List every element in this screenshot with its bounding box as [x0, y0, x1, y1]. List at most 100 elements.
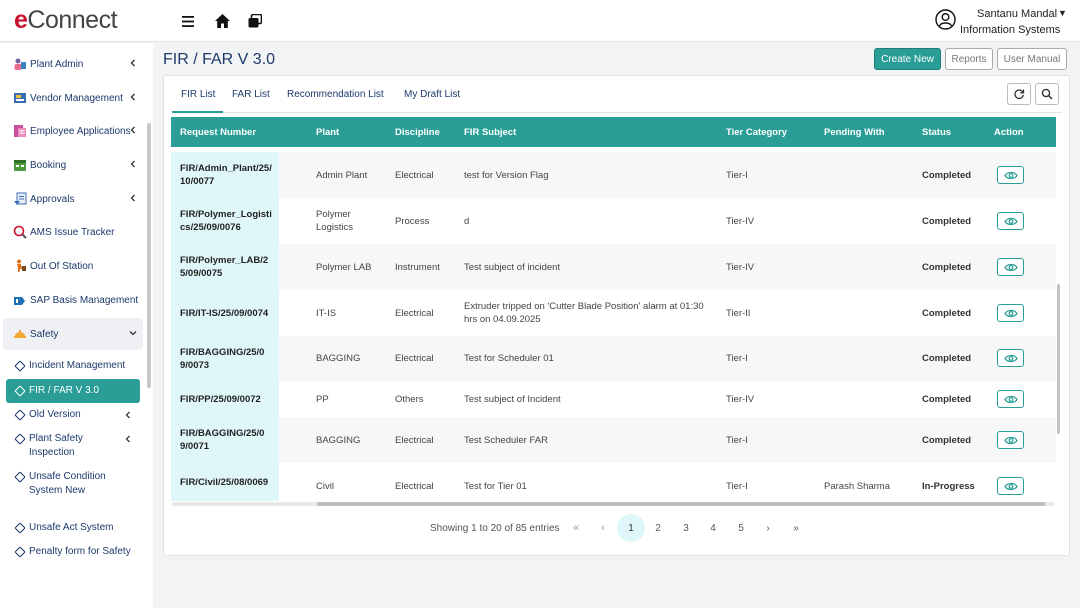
request-number-cell[interactable]: FIR/Polymer_Logistics/25/09/0076 — [171, 198, 279, 244]
column-header-request-number[interactable]: Request Number — [180, 127, 257, 138]
sidebar-sub-fir-far[interactable]: FIR / FAR V 3.0 — [6, 379, 140, 403]
table-horizontal-scrollbar[interactable] — [317, 502, 1045, 506]
tab-divider — [172, 112, 1062, 113]
request-number-cell[interactable]: FIR/Admin_Plant/25/10/0077 — [171, 152, 279, 198]
sidebar-item-sap-basis-management[interactable]: SAP Basis Management — [3, 284, 143, 316]
sidebar-sub-old-version[interactable]: Old Version — [6, 408, 140, 422]
page-1-button[interactable]: 1 — [617, 514, 645, 542]
sidebar-item-ams-issue-tracker[interactable]: AMS Issue Tracker — [3, 216, 143, 248]
subject-cell: d — [464, 215, 470, 227]
status-cell: Completed — [922, 353, 972, 364]
tier-cell: Tier-IV — [726, 393, 755, 405]
app-logo[interactable]: eConnect — [14, 6, 118, 34]
request-number-cell[interactable]: FIR/IT-IS/25/09/0074 — [171, 290, 279, 336]
chevron-left-icon — [125, 411, 130, 419]
view-button[interactable] — [997, 390, 1024, 408]
top-header: eConnect Santanu Mandal ▼ Information Sy… — [0, 0, 1080, 42]
booking-icon — [14, 160, 26, 171]
search-button[interactable] — [1035, 83, 1059, 105]
column-header-status[interactable]: Status — [922, 127, 952, 138]
request-number-cell[interactable]: FIR/BAGGING/25/09/0071 — [171, 417, 279, 463]
chevron-left-icon — [125, 435, 130, 443]
plant-cell: Civil — [316, 480, 334, 492]
column-header-action[interactable]: Action — [994, 127, 1024, 138]
pagination-info: Showing 1 to 20 of 85 entries — [430, 523, 560, 534]
previous-page-button[interactable]: ‹ — [601, 522, 605, 534]
sidebar-sub-unsafe-act[interactable]: Unsafe Act System — [6, 521, 140, 535]
discipline-cell: Instrument — [395, 261, 440, 273]
column-header-plant[interactable]: Plant — [316, 127, 340, 138]
sidebar-item-vendor-management[interactable]: Vendor Management — [3, 82, 143, 114]
tracker-icon — [13, 225, 27, 239]
diamond-bullet-icon — [14, 471, 26, 483]
sidebar: Plant Admin Vendor Management Employee A… — [0, 43, 153, 608]
tab-far-list[interactable]: FAR List — [232, 89, 270, 100]
first-page-button[interactable]: « — [572, 522, 580, 534]
view-button[interactable] — [997, 212, 1024, 230]
tab-recommendation-list[interactable]: Recommendation List — [287, 89, 384, 100]
user-name[interactable]: Santanu Mandal — [977, 8, 1058, 20]
status-cell: Completed — [922, 261, 972, 273]
sidebar-sub-unsafe-condition[interactable]: Unsafe Condition System New — [6, 470, 140, 498]
view-button[interactable] — [997, 431, 1024, 449]
sidebar-item-approvals[interactable]: Approvals — [3, 183, 143, 215]
view-button[interactable] — [997, 166, 1024, 184]
plant-cell: Polymer LAB — [316, 261, 372, 273]
view-button[interactable] — [997, 349, 1024, 367]
page-5-button[interactable]: 5 — [738, 522, 744, 534]
sidebar-sub-penalty-form[interactable]: Penalty form for Safety — [6, 545, 140, 559]
refresh-button[interactable] — [1007, 83, 1031, 105]
view-button[interactable] — [997, 258, 1024, 276]
approvals-icon — [14, 192, 27, 205]
tier-cell: Tier-II — [726, 307, 751, 319]
view-button[interactable] — [997, 304, 1024, 322]
request-number-cell[interactable]: FIR/Civil/25/08/0069 — [171, 463, 279, 501]
last-page-button[interactable]: » — [793, 522, 799, 534]
sidebar-item-out-of-station[interactable]: Out Of Station — [3, 250, 143, 282]
tab-fir-list[interactable]: FIR List — [181, 89, 216, 100]
next-page-button[interactable]: › — [766, 522, 770, 534]
column-header-fir-subject[interactable]: FIR Subject — [464, 127, 517, 138]
status-cell: Completed — [922, 434, 972, 446]
sidebar-item-employee-applications[interactable]: Employee Applications — [3, 115, 143, 147]
column-header-discipline[interactable]: Discipline — [395, 127, 440, 138]
page-2-button[interactable]: 2 — [655, 522, 661, 534]
sidebar-item-safety[interactable]: Safety — [3, 318, 143, 350]
column-header-tier-category[interactable]: Tier Category — [726, 127, 788, 138]
tab-my-draft-list[interactable]: My Draft List — [404, 89, 461, 100]
hamburger-menu-icon[interactable] — [178, 11, 198, 31]
request-number-cell[interactable]: FIR/BAGGING/25/09/0073 — [171, 336, 279, 381]
eye-icon — [1003, 436, 1018, 444]
home-icon[interactable] — [212, 11, 232, 31]
reports-button[interactable]: Reports — [945, 48, 993, 70]
table-row: FIR/BAGGING/25/09/0071 BAGGING Electrica… — [171, 417, 1056, 463]
sidebar-sub-plant-safety-inspection[interactable]: Plant Safety Inspection — [6, 432, 140, 460]
sidebar-sub-incident-management[interactable]: Incident Management — [6, 359, 140, 373]
user-menu-caret-icon[interactable]: ▼ — [1058, 8, 1067, 18]
view-button[interactable] — [997, 477, 1024, 495]
tier-cell: Tier-IV — [726, 261, 755, 273]
diamond-bullet-icon — [14, 360, 26, 372]
eye-icon — [1003, 395, 1018, 403]
sidebar-item-plant-admin[interactable]: Plant Admin — [3, 48, 143, 80]
request-number-cell[interactable]: FIR/PP/25/09/0072 — [171, 381, 279, 417]
fir-list-card: FIR List FAR List Recommendation List My… — [163, 75, 1070, 556]
eye-icon — [1003, 171, 1018, 179]
discipline-cell: Electrical — [395, 434, 434, 446]
user-manual-button[interactable]: User Manual — [997, 48, 1067, 70]
page-3-button[interactable]: 3 — [683, 522, 689, 534]
table-vertical-scrollbar[interactable] — [1057, 284, 1060, 434]
user-avatar-icon[interactable] — [935, 9, 956, 30]
page-4-button[interactable]: 4 — [710, 522, 716, 534]
request-number-cell[interactable]: FIR/Polymer_LAB/25/09/0075 — [171, 244, 279, 290]
sidebar-scrollbar[interactable] — [147, 123, 151, 388]
discipline-cell: Process — [395, 215, 430, 227]
sidebar-item-booking[interactable]: Booking — [3, 149, 143, 181]
discipline-cell: Electrical — [395, 169, 434, 181]
eye-icon — [1003, 309, 1018, 317]
create-new-button[interactable]: Create New — [874, 48, 941, 70]
eye-icon — [1003, 263, 1018, 271]
windows-stack-icon[interactable] — [245, 11, 265, 31]
column-header-pending-with[interactable]: Pending With — [824, 127, 885, 138]
subject-cell: Test subject of incident — [464, 261, 561, 273]
